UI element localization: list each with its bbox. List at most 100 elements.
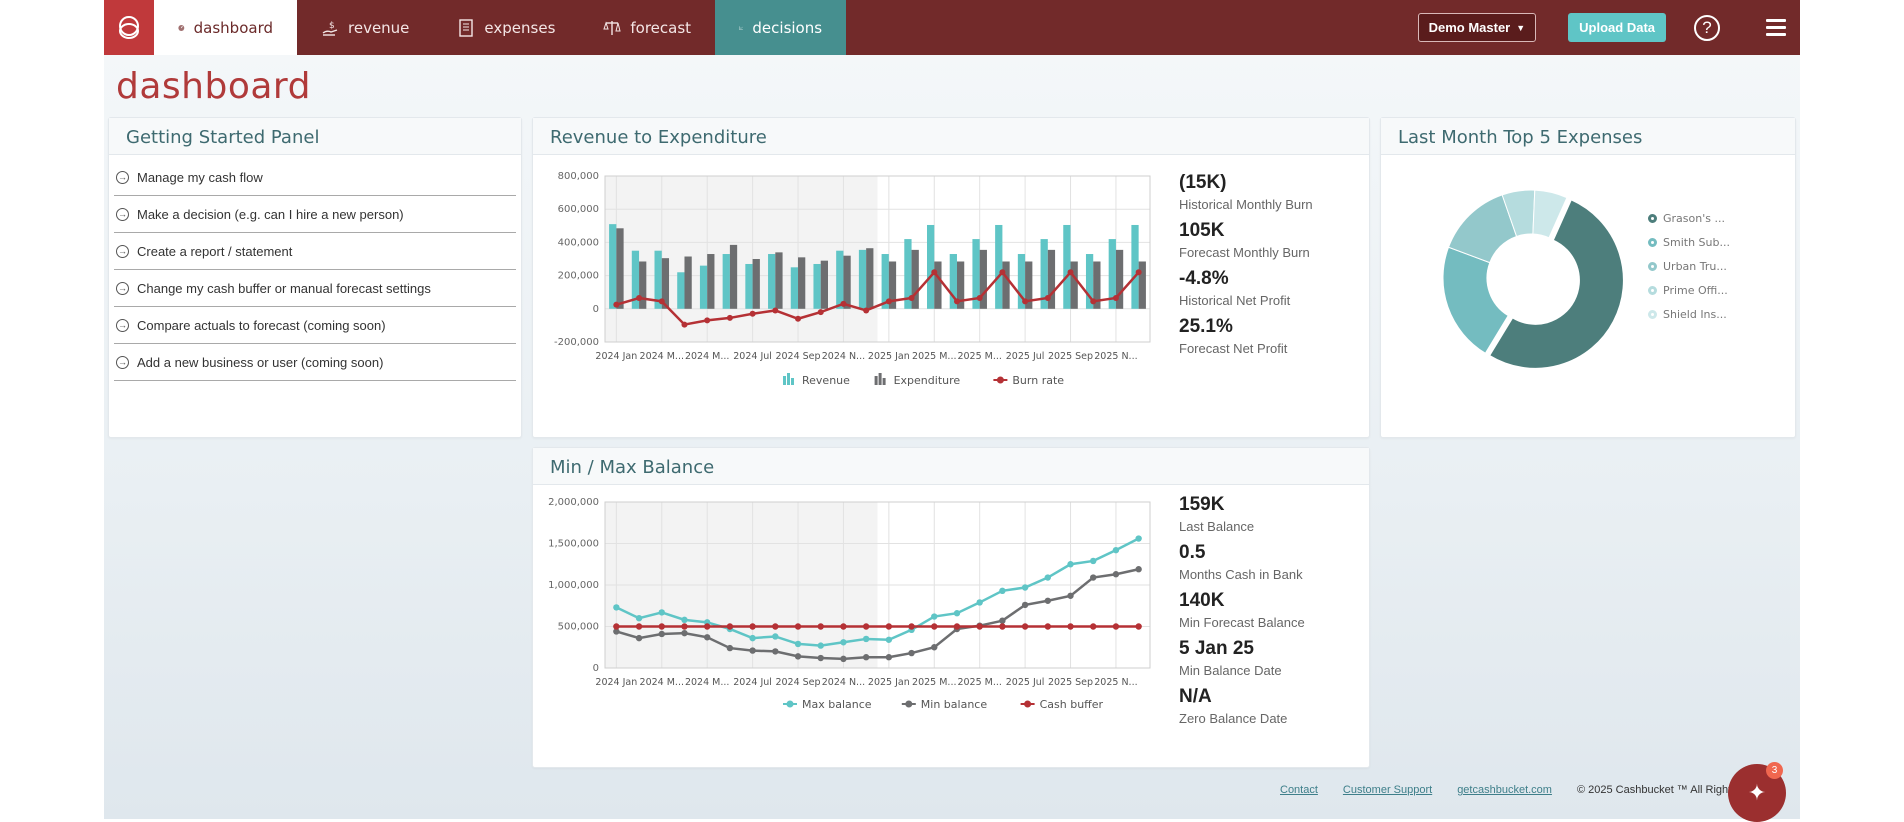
max-balance-point — [1090, 557, 1097, 565]
cash-buffer-point — [840, 623, 847, 630]
hand-money-icon: $ — [322, 21, 338, 36]
max-balance-point — [1044, 574, 1052, 581]
y-tick-label: 800,000 — [558, 171, 599, 182]
tab-expenses[interactable]: expenses — [433, 0, 579, 55]
expenditure-bar — [639, 261, 647, 309]
hamburger-menu-icon[interactable] — [1766, 19, 1786, 36]
burn-rate-point — [1067, 269, 1074, 276]
list-item-label: Manage my cash flow — [137, 169, 263, 185]
expenditure-bar — [1115, 249, 1124, 309]
list-item[interactable]: → Add a new business or user (coming soon… — [114, 344, 516, 381]
receipt-icon — [459, 18, 474, 37]
account-dropdown[interactable]: Demo Master ▼ — [1417, 13, 1537, 42]
y-tick-label: 200,000 — [558, 271, 599, 282]
tab-forecast[interactable]: forecast — [579, 0, 715, 55]
cash-buffer-point — [726, 623, 734, 630]
max-balance-point — [635, 615, 643, 622]
max-balance-point — [613, 604, 620, 611]
legend-marker — [791, 378, 794, 385]
tab-dashboard[interactable]: dashboard — [154, 0, 297, 55]
list-item[interactable]: → Change my cash buffer or manual forecas… — [114, 270, 516, 307]
x-tick-label: 2024 N... — [822, 351, 865, 362]
website-link[interactable]: getcashbucket.com — [1457, 784, 1552, 796]
x-tick-label: 2024 M... — [640, 677, 684, 688]
max-balance-point — [840, 639, 847, 646]
legend-item[interactable]: Smith Sub... — [1648, 230, 1730, 254]
upload-data-button[interactable]: Upload Data — [1568, 13, 1666, 42]
burn-rate-point — [681, 321, 688, 328]
legend-item[interactable]: Urban Tru... — [1648, 254, 1730, 278]
stat-label: Min Balance Date — [1179, 663, 1282, 678]
expenditure-bar — [1047, 249, 1056, 309]
caret-down-icon: ▼ — [1516, 22, 1526, 33]
legend-item[interactable]: Shield Ins... — [1648, 302, 1730, 326]
tab-decisions[interactable]: decisions — [715, 0, 847, 55]
stat-last-balance: 159K Last Balance — [1179, 494, 1305, 534]
revenue-bar — [858, 249, 867, 309]
list-item[interactable]: → Manage my cash flow — [114, 159, 516, 196]
revenue-bar — [836, 250, 844, 309]
app-logo[interactable] — [104, 0, 154, 55]
min-balance-point — [999, 617, 1006, 624]
logo-icon — [119, 15, 139, 39]
help-icon[interactable]: ? — [1694, 14, 1720, 41]
stat-label: Min Forecast Balance — [1179, 615, 1305, 630]
legend-item[interactable]: Grason's ... — [1648, 206, 1730, 230]
revenue-expenditure-chart: -200,000 0 200,000 400,000 600,000 800,000 202… — [554, 171, 1151, 387]
y-tick-label: 1,500,000 — [548, 539, 599, 550]
legend-marker — [786, 700, 794, 708]
max-balance-point — [1067, 561, 1074, 568]
expenditure-bar — [866, 248, 874, 309]
min-balance-point — [1067, 592, 1074, 599]
revenue-expenditure-card: Revenue to Expenditure -200,000 0 200,000 4… — [532, 117, 1370, 438]
tab-dashboard-label: dashboard — [193, 18, 273, 37]
max-balance-point — [999, 587, 1006, 595]
expenditure-bar — [775, 252, 783, 309]
ai-assistant-button[interactable]: ✦ — [1728, 764, 1786, 822]
min-balance-point — [885, 654, 893, 661]
burn-rate-point — [817, 309, 824, 316]
support-link[interactable]: Customer Support — [1342, 784, 1433, 796]
min-balance-point — [817, 654, 824, 662]
tab-revenue[interactable]: $ revenue — [297, 0, 433, 55]
y-tick-label: 500,000 — [558, 622, 599, 633]
revenue-bar — [813, 263, 821, 309]
min-balance-point — [1090, 574, 1097, 581]
burn-rate-point — [1022, 298, 1029, 305]
legend-label: Prime Offi... — [1663, 283, 1728, 297]
list-item[interactable]: → Make a decision (e.g. can I hire a new … — [114, 196, 516, 233]
min-balance-point — [1044, 597, 1052, 604]
cash-buffer-point — [953, 623, 961, 630]
copyright: © 2025 Cashbucket ™ All Rights — [1576, 784, 1737, 796]
legend-item[interactable]: Prime Offi... — [1648, 278, 1730, 302]
burn-rate-point — [953, 298, 960, 305]
stat-label: Historical Net Profit — [1179, 293, 1291, 308]
burn-rate-point — [908, 295, 915, 302]
stat-value: 25.1% — [1179, 316, 1233, 337]
legend-dot-icon — [1648, 237, 1657, 247]
list-item[interactable]: → Compare actuals to forecast (coming soo… — [114, 307, 516, 344]
min-balance-point — [658, 630, 665, 638]
expenditure-bar — [979, 249, 987, 309]
expenditure-bar — [911, 249, 919, 309]
min-balance-point — [749, 647, 756, 654]
burn-rate-point — [772, 307, 779, 314]
legend-dot-icon — [1648, 285, 1657, 295]
arrow-circle-icon: → — [116, 281, 129, 295]
min-balance-point — [772, 648, 779, 655]
min-balance-point — [840, 655, 847, 663]
tab-forecast-label: forecast — [630, 18, 692, 37]
list-item[interactable]: → Create a report / statement — [114, 233, 516, 270]
expenditure-bar — [1070, 261, 1078, 309]
revenue-expenditure-title: Revenue to Expenditure — [533, 118, 1369, 155]
x-tick-label: 2024 Jan — [595, 677, 637, 688]
min-max-balance-card: Min / Max Balance 0 500,000 1,000,000 1,500… — [532, 447, 1370, 768]
contact-link[interactable]: Contact — [1280, 784, 1318, 796]
x-tick-label: 2025 Jan — [868, 351, 910, 362]
x-tick-label: 2025 N... — [1094, 677, 1137, 688]
donut-legend: Grason's ... Smith Sub... Urban Tru... P… — [1648, 206, 1730, 326]
burn-rate-point — [636, 295, 643, 302]
revenue-bar — [699, 265, 708, 309]
expenditure-bar — [1138, 261, 1146, 309]
legend-label: Smith Sub... — [1663, 235, 1730, 249]
